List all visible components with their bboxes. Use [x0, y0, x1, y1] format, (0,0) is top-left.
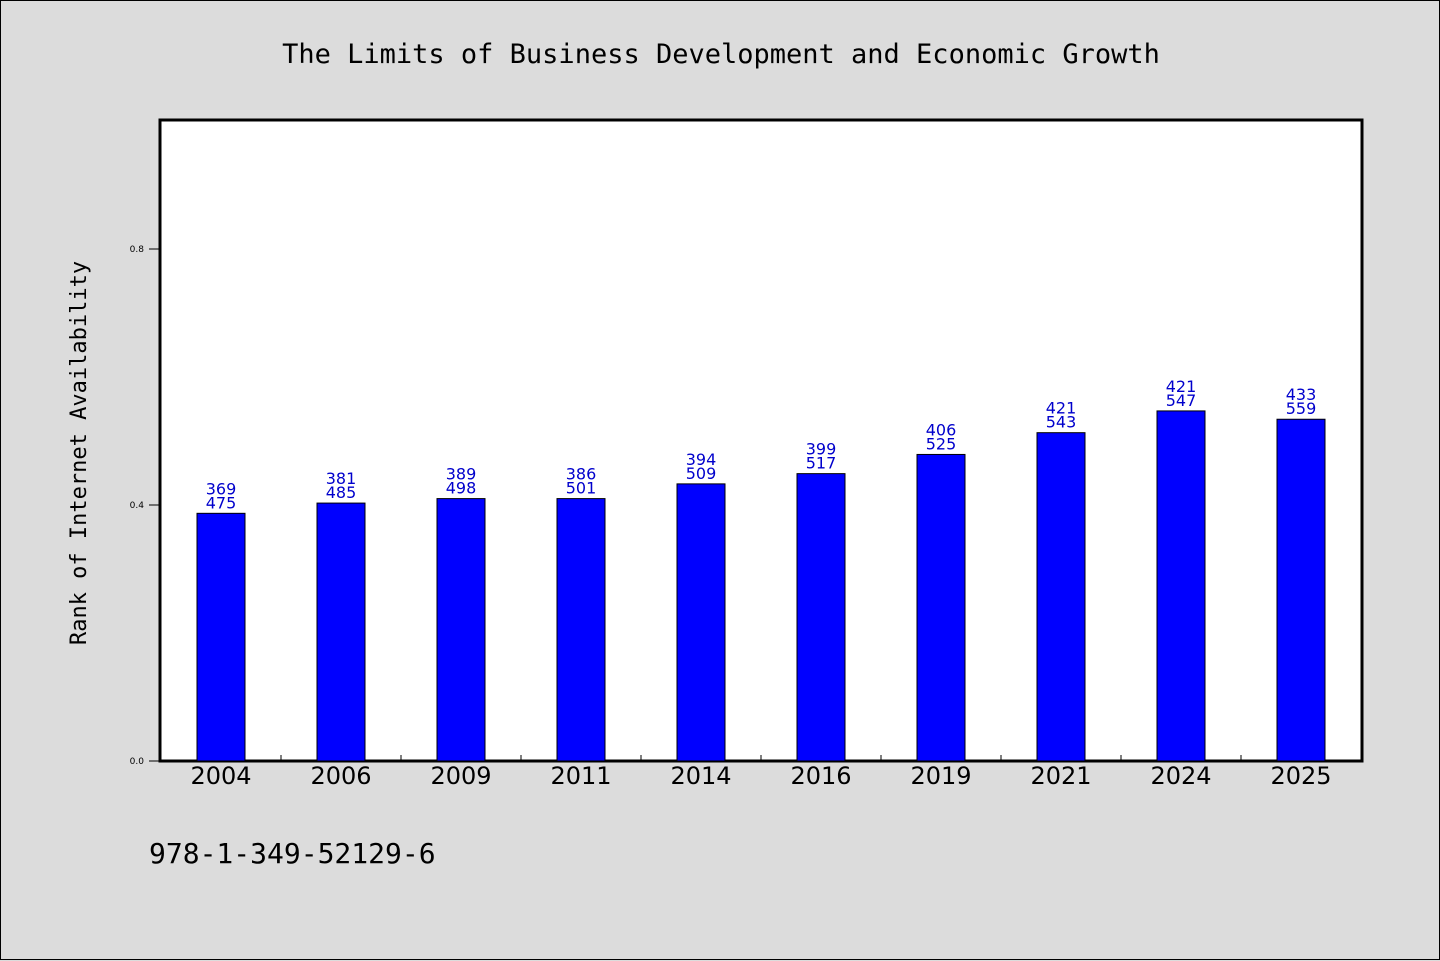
x-tick-label-2004: 2004 [190, 762, 251, 790]
data-label-bottom-2006: 485 [326, 483, 357, 502]
data-label-bottom-2025: 559 [1286, 399, 1317, 418]
data-label-top-2014: 394 [686, 450, 717, 469]
bars-group: 3694753814853894983865013945093995174065… [196, 377, 1326, 762]
x-tick-label-2009: 2009 [430, 762, 491, 790]
x-tick-label-2006: 2006 [310, 762, 371, 790]
x-tick-label-2024: 2024 [1150, 762, 1211, 790]
data-label-top-2004: 369 [206, 479, 237, 498]
data-label-top-2011: 386 [566, 465, 597, 484]
data-label-bottom-2009: 498 [446, 479, 477, 498]
y-tick-label-0.8: 0.8 [130, 245, 145, 255]
bar-2006 [316, 502, 366, 762]
x-tick-label-2014: 2014 [670, 762, 731, 790]
data-label-top-2016: 399 [806, 440, 837, 459]
data-label-bottom-2024: 547 [1166, 391, 1197, 410]
x-tick-label-2011: 2011 [550, 762, 611, 790]
data-label-top-2025: 433 [1286, 385, 1317, 404]
data-label-bottom-2021: 543 [1046, 413, 1077, 432]
isbn-text: 978-1-349-52129-6 [149, 837, 436, 870]
y-axis-label: Rank of Internet Availability [67, 261, 92, 645]
bar-2014 [676, 483, 726, 762]
bar-2009 [436, 498, 486, 762]
x-tick-label-2016: 2016 [790, 762, 851, 790]
y-tick-label-0.4: 0.4 [130, 501, 145, 511]
x-tick-label-2025: 2025 [1270, 762, 1331, 790]
x-tick-label-2019: 2019 [910, 762, 971, 790]
data-label-bottom-2019: 525 [926, 434, 957, 453]
data-label-bottom-2014: 509 [686, 464, 717, 483]
data-label-top-2009: 389 [446, 465, 477, 484]
y-ticks-group: 0.0 0.4 0.8 [130, 245, 161, 767]
bar-2019 [916, 453, 966, 762]
bar-2004 [196, 512, 246, 762]
data-label-bottom-2004: 475 [206, 493, 237, 512]
bar-2021 [1036, 432, 1086, 762]
x-ticks-group: 2004 2006 2009 2011 2014 2016 2019 2021 2024 2025 [190, 755, 1332, 790]
x-tick-label-2021: 2021 [1030, 762, 1091, 790]
chart-title: The Limits of Business Development and E… [282, 39, 1160, 70]
bar-2016 [796, 473, 846, 762]
bar-2024 [1156, 410, 1206, 762]
data-label-top-2024: 421 [1166, 377, 1197, 396]
bar-2025 [1276, 418, 1326, 762]
bar-2011 [556, 498, 606, 762]
data-label-top-2019: 406 [926, 420, 957, 439]
data-label-bottom-2011: 501 [566, 479, 597, 498]
data-label-top-2021: 421 [1046, 399, 1077, 418]
y-tick-label-0.0: 0.0 [130, 757, 145, 767]
data-label-top-2006: 381 [326, 469, 357, 488]
data-label-bottom-2016: 517 [806, 454, 837, 473]
